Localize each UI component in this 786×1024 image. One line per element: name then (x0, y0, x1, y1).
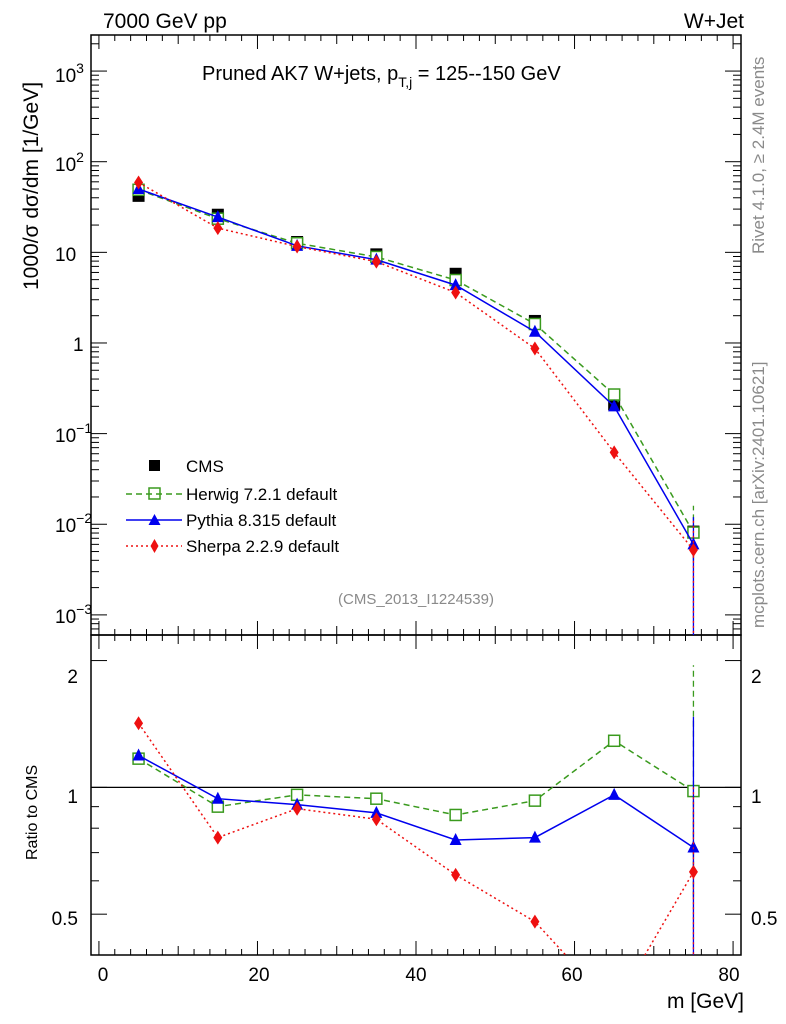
y-tick-label: 102 (55, 149, 84, 176)
analysis-label: (CMS_2013_I1224539) (338, 591, 494, 608)
data-point-sherpa (371, 254, 381, 269)
ratio-point-pythia (528, 830, 541, 843)
ratio-point-pythia (211, 791, 224, 804)
ratio-point-sherpa (213, 830, 223, 845)
ratio-line-herwig (138, 739, 694, 816)
x-tick-label: 60 (561, 965, 582, 986)
ratio-point-pythia (449, 833, 462, 846)
legend-label-pythia: Pythia 8.315 default (186, 511, 337, 530)
ratio-series-pythia (132, 716, 700, 955)
ratio-y-axis-label: Ratio to CMS (24, 765, 41, 860)
ratio-point-herwig (370, 792, 383, 805)
data-point-pythia (211, 210, 224, 223)
ratio-point-pythia (370, 805, 383, 818)
legend-item-sherpa: Sherpa 2.2.9 default (126, 537, 339, 556)
ratio-line-pythia (138, 754, 694, 849)
data-point-sherpa (688, 542, 698, 557)
ratio-point-pythia (608, 787, 621, 800)
legend: CMS Herwig 7.2.1 default Pythia 8.315 de… (126, 457, 339, 556)
y-tick-label: 10−1 (55, 420, 92, 447)
x-axis-label: m [GeV] (667, 990, 744, 1013)
ratio-point-sherpa (451, 867, 461, 882)
ratio-point-sherpa (688, 864, 698, 879)
side-text-top: Rivet 4.1.0, ≥ 2.4M events (749, 57, 768, 254)
chart-title-sub: T,j (398, 74, 412, 90)
ratio-point-pythia (687, 840, 700, 853)
data-point-sherpa (609, 445, 619, 460)
chart-title-main: Pruned AK7 W+jets, p (202, 63, 398, 85)
legend-label-cms: CMS (186, 457, 224, 476)
side-text-bottom: mcplots.cern.ch [arXiv:2401.10621] (749, 362, 768, 628)
legend-item-herwig: Herwig 7.2.1 default (126, 485, 337, 504)
ratio-point-sherpa (530, 914, 540, 929)
legend-item-cms: CMS (149, 457, 224, 476)
header-left: 7000 GeV pp (103, 10, 227, 33)
ratio-point-pythia (132, 748, 145, 761)
y-tick-label: 10−3 (55, 601, 92, 628)
series-sherpa (134, 175, 698, 635)
ratio-tick-label-right-0.5: 0.5 (751, 909, 777, 930)
ratio-tick-labels: 2 1 0.5 2 1 0.5 (52, 667, 778, 930)
x-tick-label: 80 (718, 965, 739, 986)
data-point-sherpa (292, 239, 302, 254)
header-right: W+Jet (684, 10, 744, 33)
legend-item-pythia: Pythia 8.315 default (126, 511, 337, 530)
y-tick-label: 1 (73, 335, 84, 356)
data-point-sherpa (213, 221, 223, 236)
ratio-point-sherpa (134, 716, 144, 731)
y-tick-label: 103 (55, 60, 84, 87)
ratio-point-herwig (449, 808, 462, 822)
legend-label-herwig: Herwig 7.2.1 default (186, 485, 337, 504)
y-axis-label: 1000/σ dσ/dm [1/GeV] (20, 82, 43, 290)
data-point-pythia (528, 324, 541, 337)
data-point-pythia (608, 399, 621, 412)
series-line-sherpa (138, 181, 695, 551)
main-plot-area (132, 175, 700, 635)
ratio-tick-label-2: 2 (67, 667, 78, 688)
ratio-point-sherpa (292, 801, 302, 816)
x-tick-label: 40 (405, 965, 426, 986)
y-tick-label: 10 (55, 245, 76, 266)
ratio-tick-label-right-2: 2 (751, 667, 762, 688)
data-point-pythia (449, 278, 462, 291)
chart-title: Pruned AK7 W+jets, pT,j = 125--150 GeV (202, 63, 561, 90)
ratio-tick-label-0.5: 0.5 (52, 909, 78, 930)
ratio-point-herwig (607, 734, 621, 748)
x-tick-label: 0 (98, 965, 109, 986)
data-point-herwig (607, 388, 621, 401)
ratio-tick-label-1: 1 (67, 787, 78, 808)
axes (90, 34, 742, 956)
y-tick-labels: 103 102 10 1 10−1 10−2 10−3 (55, 60, 92, 628)
y-tick-label: 10−2 (55, 510, 92, 537)
data-point-sherpa (134, 175, 144, 190)
data-point-sherpa (451, 285, 461, 300)
x-tick-labels: 0 20 40 60 80 (98, 965, 740, 986)
ratio-tick-label-right-1: 1 (751, 787, 762, 808)
ratio-plot-area (132, 665, 700, 955)
chart-title-rest: = 125--150 GeV (412, 63, 561, 85)
ratio-point-sherpa (371, 812, 381, 827)
x-tick-label: 20 (248, 965, 269, 986)
data-point-sherpa (530, 341, 540, 356)
ratio-series-sherpa (134, 716, 698, 955)
ratio-point-herwig (528, 794, 542, 807)
series-line-pythia (138, 188, 695, 545)
legend-label-sherpa: Sherpa 2.2.9 default (186, 537, 339, 556)
ratio-line-sherpa (137, 722, 695, 955)
